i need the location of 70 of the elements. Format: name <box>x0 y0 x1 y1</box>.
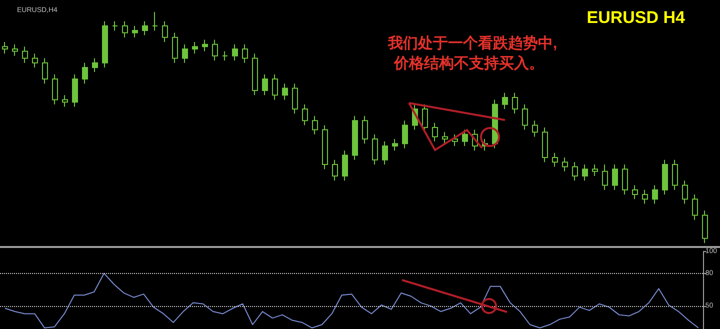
candlestick <box>372 134 378 165</box>
candlestick <box>652 184 658 204</box>
chart-title: EURUSD H4 <box>586 8 686 27</box>
candlestick <box>662 159 668 195</box>
candlestick <box>522 104 528 130</box>
candlestick <box>592 164 598 177</box>
candlestick <box>382 140 388 165</box>
candlestick <box>542 127 548 163</box>
candlestick <box>572 162 578 182</box>
candlestick <box>612 164 618 190</box>
candlestick <box>252 53 258 96</box>
candlestick <box>442 132 448 144</box>
candlestick <box>72 74 78 108</box>
line-series <box>4 272 699 328</box>
candlestick <box>632 184 638 200</box>
candlestick <box>122 20 128 38</box>
candlestick <box>212 39 218 62</box>
candlestick <box>582 164 588 182</box>
candlestick <box>92 58 98 73</box>
candlestick <box>172 32 178 64</box>
candlestick <box>32 53 38 68</box>
candlestick <box>352 115 358 160</box>
candlestick <box>42 58 48 84</box>
candlestick <box>532 120 538 138</box>
candlestick <box>622 164 628 195</box>
candlestick <box>402 120 408 149</box>
candlestick <box>112 20 118 31</box>
candlestick <box>162 20 168 43</box>
candlestick <box>12 44 18 56</box>
candlestick <box>232 44 238 62</box>
candlestick <box>682 180 688 204</box>
candlestick <box>272 74 278 100</box>
candlestick <box>342 150 348 182</box>
annotation: 价格结构不支持买入。 <box>393 55 544 72</box>
candlestick <box>552 152 558 168</box>
candlestick <box>462 129 468 146</box>
candlestick <box>322 124 328 170</box>
candlestick <box>152 12 158 31</box>
candlestick <box>52 74 58 105</box>
candlestick <box>432 122 438 142</box>
candlestick <box>512 92 518 114</box>
candlestick <box>702 210 708 244</box>
candlestick <box>242 44 248 64</box>
candlestick <box>82 62 88 84</box>
candlestick <box>642 189 648 204</box>
candlestick <box>362 115 368 144</box>
candlestick <box>102 20 108 68</box>
candlestick <box>672 159 678 190</box>
candlestick <box>692 194 698 220</box>
candlestick <box>282 83 288 100</box>
candlestick <box>262 74 268 96</box>
candlestick <box>502 92 508 110</box>
candlestick <box>302 104 308 126</box>
candlestick <box>332 159 338 182</box>
candlestick <box>392 138 398 152</box>
annotation: 我们处于一个看跌趋势中, <box>387 35 558 52</box>
candlestick <box>222 50 228 62</box>
candlestick <box>62 94 68 108</box>
candlestick <box>312 115 318 135</box>
candlestick <box>292 83 298 114</box>
candlestick <box>182 44 188 64</box>
candlestick <box>132 25 138 38</box>
candlestick <box>142 20 148 36</box>
candlestick <box>22 46 28 64</box>
candlestick <box>602 164 608 190</box>
candlestick <box>192 42 198 54</box>
candlestick <box>562 157 568 172</box>
candlestick <box>2 42 8 54</box>
candlestick <box>452 134 458 146</box>
candlestick <box>202 39 208 52</box>
